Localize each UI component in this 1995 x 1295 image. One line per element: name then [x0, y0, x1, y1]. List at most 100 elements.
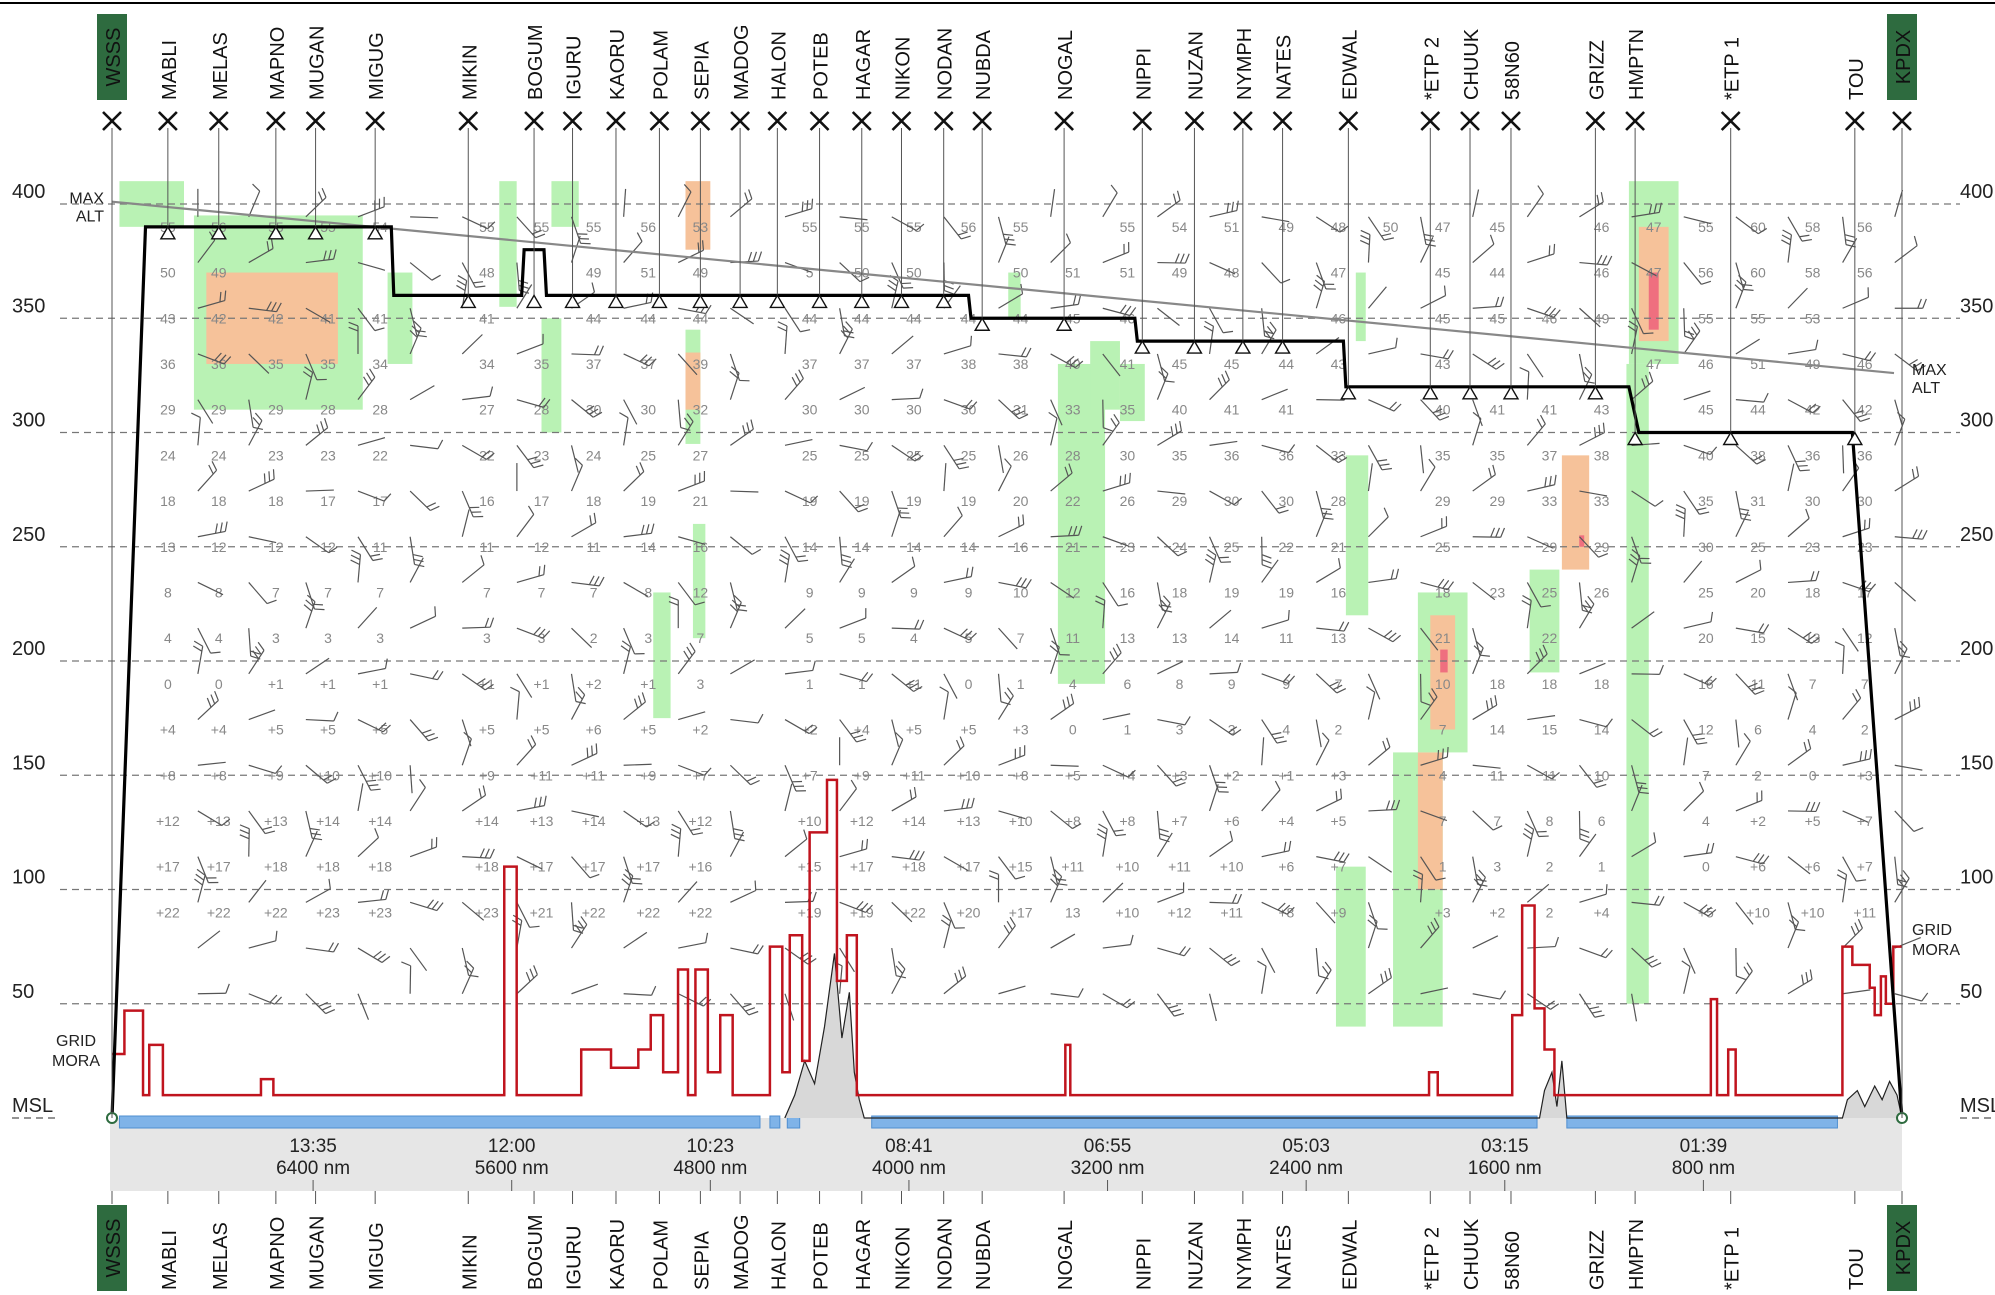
- temp-cell: 38: [961, 356, 977, 372]
- temp-cell: 4: [1809, 722, 1817, 738]
- temp-cell: 7: [376, 584, 384, 600]
- temp-cell: 43: [1594, 402, 1610, 418]
- temp-cell: 47: [1331, 265, 1347, 281]
- waypoint-label-bottom: BOGUM: [525, 1214, 547, 1290]
- x-tick-distance: 2400 nm: [1269, 1158, 1343, 1179]
- temp-cell: 45: [1490, 219, 1506, 235]
- wind-barb-feather: [703, 240, 704, 250]
- temp-cell: 13: [1065, 904, 1081, 920]
- temp-cell: 45: [1698, 402, 1714, 418]
- temp-cell: 33: [1065, 402, 1081, 418]
- wind-barb-feather: [807, 200, 808, 210]
- temp-cell: 2: [1546, 904, 1554, 920]
- temp-cell: 7: [1861, 676, 1869, 692]
- temp-cell: 16: [1120, 584, 1136, 600]
- y-tick-label-right: 350: [1960, 295, 1993, 317]
- temp-cell: 16: [1013, 539, 1029, 555]
- temp-cell: 12: [1857, 630, 1873, 646]
- waypoint-label-bottom: KPDX: [1893, 1221, 1915, 1275]
- waypoint-label-top: GRIZZ: [1586, 40, 1608, 100]
- waypoint-label-top: MIKIN: [459, 44, 481, 100]
- waypoint-label-top: NUBDA: [973, 29, 995, 100]
- wind-barb-feather: [587, 748, 588, 758]
- temp-cell: 6: [1754, 722, 1762, 738]
- temp-cell: +14: [475, 813, 499, 829]
- waypoint-label-bottom: HMPTN: [1626, 1219, 1648, 1290]
- temp-cell: 1: [1598, 859, 1606, 875]
- temp-cell: +12: [689, 813, 713, 829]
- temp-cell: 35: [1698, 493, 1714, 509]
- temp-cell: +7: [802, 767, 818, 783]
- temp-cell: +7: [692, 767, 708, 783]
- waypoint-label-bottom: MADOG: [731, 1214, 753, 1290]
- temp-cell: +3: [1013, 722, 1029, 738]
- temp-cell: 15: [1542, 722, 1558, 738]
- y-tick-label-right: 150: [1960, 752, 1993, 774]
- temp-cell: 19: [854, 493, 870, 509]
- max-alt-label-right-2: ALT: [1912, 380, 1940, 397]
- waypoint-label-top: NODAN: [935, 28, 957, 100]
- temp-cell: 30: [802, 402, 818, 418]
- grid-mora-label-right-2: MORA: [1912, 942, 1960, 959]
- temp-cell: 44: [854, 310, 870, 326]
- temp-cell: 13: [1172, 630, 1188, 646]
- temp-cell: 53: [1805, 310, 1821, 326]
- temp-cell: 17: [372, 493, 388, 509]
- wind-barb-feather: [315, 609, 325, 610]
- temp-cell: 21: [1331, 539, 1347, 555]
- wind-barb-feather: [1130, 473, 1131, 483]
- temp-cell: 19: [802, 493, 818, 509]
- temp-cell: +8: [1119, 813, 1135, 829]
- y-tick-label-left: 50: [12, 981, 34, 1003]
- temp-cell: 37: [802, 356, 818, 372]
- temp-cell: +9: [854, 767, 870, 783]
- temp-cell: 20: [1698, 630, 1714, 646]
- temp-cell: 8: [644, 584, 652, 600]
- temp-cell: 46: [1594, 219, 1610, 235]
- temp-cell: 48: [479, 265, 495, 281]
- temp-cell: 38: [1594, 447, 1610, 463]
- temp-cell: 3: [483, 630, 491, 646]
- temp-cell: 18: [1542, 676, 1558, 692]
- temp-cell: 51: [1120, 265, 1136, 281]
- temp-cell: 30: [854, 402, 870, 418]
- wind-barb-feather: [1800, 470, 1810, 471]
- temp-cell: +5: [320, 722, 336, 738]
- temp-cell: 1: [1124, 722, 1132, 738]
- temp-cell: 12: [534, 539, 550, 555]
- wind-barb-feather: [1643, 333, 1653, 334]
- temp-cell: 29: [1172, 493, 1188, 509]
- temp-cell: 47: [1646, 356, 1662, 372]
- temp-cell: 8: [1176, 676, 1184, 692]
- max-alt-label-right: MAX: [1912, 362, 1947, 379]
- waypoint-label-bottom: NATES: [1274, 1225, 1296, 1290]
- waypoint-label-bottom: NUZAN: [1185, 1221, 1207, 1290]
- temp-cell: +11: [582, 767, 605, 783]
- waypoint-label-top: CHUUK: [1461, 28, 1483, 100]
- temp-cell: 45: [1435, 265, 1451, 281]
- temp-cell: 25: [1224, 539, 1240, 555]
- temp-cell: +17: [530, 859, 554, 875]
- temp-cell: 39: [693, 356, 709, 372]
- temp-cell: +11: [1220, 904, 1243, 920]
- temp-cell: 9: [1228, 676, 1236, 692]
- temp-cell: 22: [1279, 539, 1295, 555]
- temp-cell: 4: [164, 630, 172, 646]
- temp-cell: +7: [1857, 859, 1873, 875]
- temp-cell: +10: [1220, 859, 1244, 875]
- temp-cell: +10: [1116, 859, 1140, 875]
- temp-cell: 3: [644, 630, 652, 646]
- temp-cell: 45: [1490, 310, 1506, 326]
- temp-cell: +23: [316, 904, 340, 920]
- temp-cell: 35: [1120, 402, 1136, 418]
- temp-cell: +9: [479, 767, 495, 783]
- wind-barb-feather: [698, 243, 699, 253]
- temp-cell: +22: [689, 904, 713, 920]
- waypoint-label-top: WSSS: [103, 28, 125, 87]
- temp-cell: 11: [1066, 630, 1081, 646]
- temp-cell: +2: [586, 676, 602, 692]
- temp-cell: 0: [215, 676, 223, 692]
- wind-barb-feather: [1023, 515, 1024, 525]
- temp-cell: 13: [1120, 630, 1136, 646]
- temp-cell: 41: [1120, 356, 1136, 372]
